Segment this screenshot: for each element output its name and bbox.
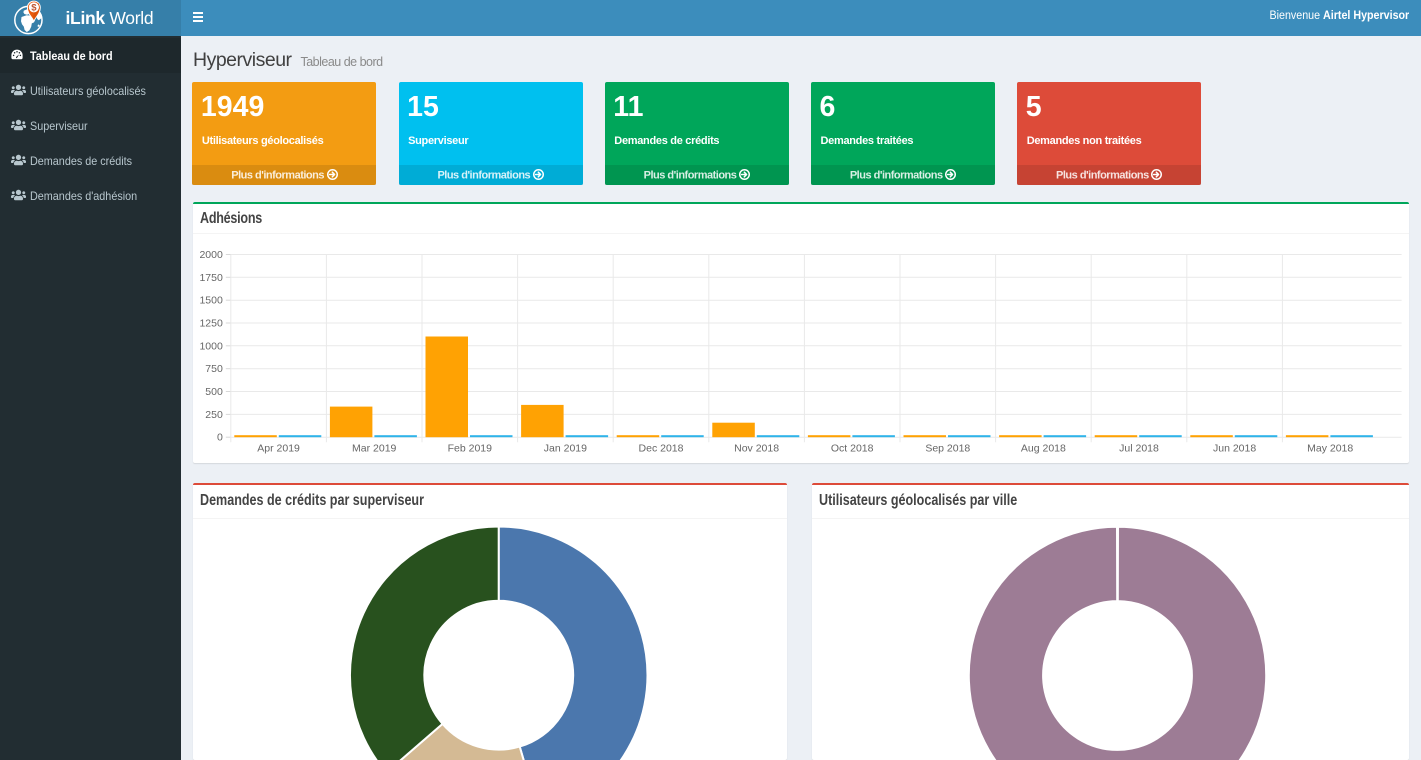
svg-text:750: 750 <box>205 363 223 375</box>
svg-text:2000: 2000 <box>199 249 223 261</box>
svg-text:$: $ <box>31 2 37 13</box>
svg-text:Jan 2019: Jan 2019 <box>544 443 587 455</box>
svg-text:Jul 2018: Jul 2018 <box>1119 443 1159 455</box>
svg-text:Mar 2019: Mar 2019 <box>352 443 397 455</box>
svg-text:Aug 2018: Aug 2018 <box>1021 443 1066 455</box>
svg-text:Apr 2019: Apr 2019 <box>257 443 300 455</box>
svg-text:500: 500 <box>205 386 223 398</box>
svg-text:1000: 1000 <box>199 340 223 352</box>
svg-text:Feb 2019: Feb 2019 <box>448 443 493 455</box>
svg-text:May 2018: May 2018 <box>1307 443 1353 455</box>
svg-text:1500: 1500 <box>199 295 223 307</box>
svg-text:Jun 2018: Jun 2018 <box>1213 443 1256 455</box>
svg-text:1750: 1750 <box>199 272 223 284</box>
svg-text:Oct 2018: Oct 2018 <box>831 443 874 455</box>
svg-text:Sep 2018: Sep 2018 <box>925 443 970 455</box>
svg-text:Nov 2018: Nov 2018 <box>734 443 779 455</box>
svg-text:0: 0 <box>217 432 223 444</box>
svg-text:250: 250 <box>205 409 223 421</box>
svg-text:1250: 1250 <box>199 318 223 330</box>
svg-text:Dec 2018: Dec 2018 <box>639 443 684 455</box>
